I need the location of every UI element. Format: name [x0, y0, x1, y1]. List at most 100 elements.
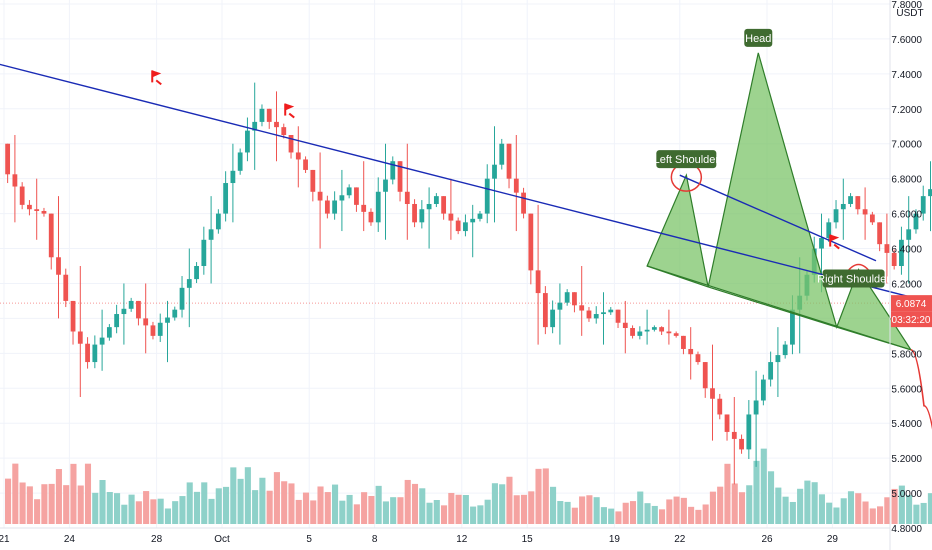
- volume-bar: [550, 486, 557, 524]
- candle-body: [412, 203, 417, 223]
- volume-bar: [172, 501, 179, 524]
- volume-bar: [288, 483, 295, 524]
- price-tick-label: 7.0000: [891, 140, 922, 151]
- volume-bar: [77, 485, 84, 524]
- candle-body: [869, 214, 875, 223]
- price-tick-label: 6.2000: [891, 279, 922, 290]
- candle-body: [542, 293, 548, 328]
- candle-body: [782, 344, 788, 356]
- head-label-text: Head: [745, 33, 771, 45]
- volume-bar: [600, 507, 607, 524]
- candle-body: [85, 343, 90, 363]
- volume-bars: [5, 448, 932, 524]
- volume-bar: [5, 478, 12, 524]
- left-shoulder-label: Left Shoulder: [654, 150, 720, 169]
- volume-bar: [441, 505, 448, 524]
- candle-body: [710, 388, 715, 399]
- candle-body: [34, 209, 40, 211]
- volume-bar: [368, 495, 375, 524]
- time-tick-label: 8: [372, 534, 378, 545]
- candle-body: [317, 191, 323, 201]
- candle-body: [281, 127, 287, 135]
- candle-body: [361, 204, 367, 212]
- volume-bar: [302, 492, 310, 524]
- candle-body: [165, 317, 170, 323]
- volume-bar: [818, 494, 825, 524]
- volume-bar: [622, 502, 629, 524]
- candle-body: [899, 239, 904, 266]
- candle-body: [790, 309, 795, 345]
- candle-body: [194, 266, 199, 280]
- candle-body: [862, 209, 868, 215]
- volume-bar: [390, 497, 397, 524]
- candle-body: [877, 222, 883, 245]
- candle-body: [215, 213, 221, 230]
- volume-bar: [898, 485, 905, 524]
- volume-bar: [586, 495, 593, 524]
- time-axis[interactable]: 21 24 28 Oct 5 8 12 15 19 22 26 29: [0, 534, 838, 545]
- candle-body: [906, 229, 912, 240]
- price-tick-label: 5.2000: [891, 454, 922, 465]
- candle-body: [622, 322, 628, 329]
- volume-bar: [346, 494, 353, 524]
- volume-bar: [651, 505, 658, 524]
- time-tick-label: 12: [456, 534, 468, 545]
- volume-bar: [906, 495, 913, 524]
- price-tags: 6.0874 03:32:20: [891, 295, 932, 328]
- candle-body: [375, 191, 381, 223]
- volume-bar: [70, 463, 77, 524]
- candle-body: [433, 196, 439, 204]
- candle-body: [77, 331, 83, 344]
- price-tick-label: 5.8000: [891, 349, 922, 360]
- volume-bar: [637, 491, 644, 524]
- candle-body: [63, 274, 69, 301]
- current-price-tag-box: [891, 295, 932, 312]
- candle-body: [448, 213, 454, 221]
- candle-body: [572, 292, 577, 306]
- volume-bar: [782, 496, 789, 524]
- volume-bar: [404, 479, 411, 524]
- time-tick-label: 19: [609, 534, 621, 545]
- volume-bar: [41, 484, 48, 524]
- candle-body: [695, 354, 701, 363]
- candle-body: [840, 203, 846, 210]
- volume-bar: [135, 501, 142, 524]
- pattern-neckline: [836, 326, 912, 351]
- volume-bar: [738, 492, 746, 524]
- candle-body: [208, 229, 214, 240]
- volume-bar: [862, 501, 869, 524]
- flag-icon: [151, 70, 162, 86]
- candle-body: [731, 431, 737, 439]
- price-tick-label: 6.4000: [891, 245, 922, 256]
- volume-bar: [114, 493, 121, 524]
- volume-bar: [746, 485, 753, 524]
- candle-body: [48, 213, 54, 258]
- volume-bar: [826, 502, 833, 524]
- price-tick-label: 5.4000: [891, 419, 922, 430]
- volume-bar: [877, 506, 884, 524]
- candle-body: [56, 257, 61, 275]
- candle-body: [768, 362, 774, 380]
- volume-bar: [382, 501, 389, 524]
- candle-body: [295, 152, 301, 160]
- price-tick-label: 4.8000: [891, 524, 922, 535]
- candle-body: [637, 331, 643, 336]
- candle-body: [179, 287, 185, 310]
- volume-bar: [615, 511, 622, 524]
- volume-bar: [193, 491, 201, 524]
- candle-body: [608, 309, 614, 313]
- candle-body: [891, 252, 897, 266]
- candle-body: [644, 329, 650, 332]
- volume-bar: [724, 463, 731, 524]
- candle-body: [288, 135, 294, 153]
- volume-bar: [659, 509, 666, 524]
- left-shoulder-label-text: Left Shoulder: [654, 154, 720, 166]
- candle-body: [426, 203, 432, 210]
- volume-bar: [259, 477, 266, 524]
- right-shoulder-label-box: [822, 269, 885, 288]
- volume-bar: [324, 492, 331, 524]
- candle-body: [121, 308, 127, 315]
- volume-bar: [339, 500, 346, 524]
